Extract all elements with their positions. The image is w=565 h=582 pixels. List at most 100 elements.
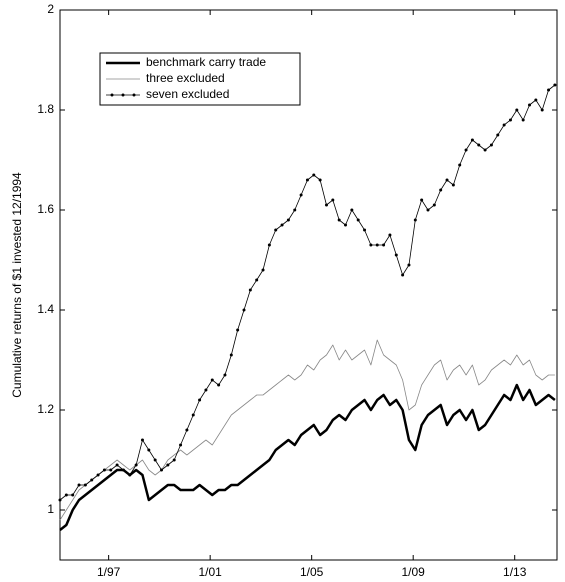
- series-marker: [324, 203, 328, 207]
- series-marker: [280, 223, 284, 227]
- series-marker: [236, 328, 240, 332]
- series-marker: [489, 143, 493, 147]
- series-marker: [128, 473, 132, 477]
- legend-label: three excluded: [146, 71, 225, 85]
- series-marker: [248, 288, 252, 292]
- series-marker: [331, 198, 335, 202]
- series-marker: [140, 438, 144, 442]
- series-marker: [261, 268, 265, 272]
- x-tick-label: 1/97: [97, 565, 121, 579]
- x-tick-label: 1/13: [503, 565, 527, 579]
- legend-marker: [132, 93, 136, 97]
- series-marker: [90, 478, 94, 482]
- series-marker: [64, 493, 68, 497]
- series-marker: [166, 463, 170, 467]
- series-marker: [147, 448, 151, 452]
- x-tick-label: 1/05: [300, 565, 324, 579]
- y-tick-label: 1.2: [37, 402, 54, 416]
- series-marker: [363, 228, 367, 232]
- series-marker: [102, 468, 106, 472]
- series-marker: [420, 198, 424, 202]
- series-marker: [71, 493, 75, 497]
- series-marker: [318, 178, 322, 182]
- series-marker: [153, 458, 157, 462]
- series-marker: [191, 413, 195, 417]
- series-marker: [229, 353, 233, 357]
- x-tick-label: 1/01: [198, 565, 222, 579]
- series-marker: [388, 233, 392, 237]
- y-tick-label: 2: [47, 2, 54, 16]
- series-marker: [496, 133, 500, 137]
- series-marker: [179, 443, 183, 447]
- plot-frame: [59, 9, 558, 561]
- series-line: [59, 84, 556, 501]
- series-marker: [553, 83, 557, 87]
- series-marker: [337, 218, 341, 222]
- series-marker: [534, 98, 538, 102]
- y-tick-label: 1.6: [37, 202, 54, 216]
- series-marker: [204, 388, 208, 392]
- series-marker: [255, 278, 259, 282]
- series-marker: [464, 148, 468, 152]
- series-marker: [172, 458, 176, 462]
- series-marker: [286, 218, 290, 222]
- series-marker: [305, 178, 309, 182]
- series-marker: [528, 103, 532, 107]
- series-marker: [115, 463, 119, 467]
- series-marker: [401, 273, 405, 277]
- series-marker: [109, 468, 113, 472]
- legend-label: seven excluded: [146, 87, 229, 101]
- series-marker: [134, 463, 138, 467]
- legend-marker: [121, 93, 125, 97]
- series-marker: [83, 483, 87, 487]
- series-marker: [432, 203, 436, 207]
- series-marker: [477, 143, 481, 147]
- series-marker: [299, 193, 303, 197]
- series-marker: [77, 483, 81, 487]
- series-marker: [521, 118, 525, 122]
- series-marker: [382, 243, 386, 247]
- series-marker: [540, 108, 544, 112]
- series-marker: [267, 243, 271, 247]
- y-tick-label: 1: [47, 502, 54, 516]
- series-marker: [344, 223, 348, 227]
- series-marker: [445, 178, 449, 182]
- x-tick-label: 1/09: [402, 565, 426, 579]
- series-marker: [426, 208, 430, 212]
- series-line: [59, 383, 556, 531]
- series-marker: [458, 163, 462, 167]
- series-marker: [502, 123, 506, 127]
- series-marker: [217, 383, 221, 387]
- y-tick-label: 1.4: [37, 302, 54, 316]
- series-marker: [375, 243, 379, 247]
- legend-marker: [110, 93, 114, 97]
- series-marker: [451, 183, 455, 187]
- series-marker: [198, 398, 202, 402]
- series-marker: [312, 173, 316, 177]
- series-marker: [121, 468, 125, 472]
- series-marker: [515, 108, 519, 112]
- series-marker: [470, 138, 474, 142]
- series-marker: [223, 373, 227, 377]
- series-marker: [58, 498, 62, 502]
- series-marker: [185, 428, 189, 432]
- series-marker: [293, 208, 297, 212]
- series-marker: [413, 218, 417, 222]
- series-marker: [508, 118, 512, 122]
- series-marker: [547, 88, 551, 92]
- series-marker: [439, 188, 443, 192]
- series-marker: [160, 468, 164, 472]
- series-marker: [394, 253, 398, 257]
- series-marker: [356, 218, 360, 222]
- series-marker: [407, 263, 411, 267]
- series-marker: [369, 243, 373, 247]
- legend-label: benchmark carry trade: [146, 55, 266, 69]
- series-marker: [483, 148, 487, 152]
- series-marker: [274, 228, 278, 232]
- y-tick-label: 1.8: [37, 102, 54, 116]
- y-axis-label: Cumulative returns of $1 invested 12/199…: [10, 172, 24, 398]
- series-marker: [350, 208, 354, 212]
- series-marker: [242, 308, 246, 312]
- series-marker: [210, 378, 214, 382]
- series-line: [59, 339, 555, 521]
